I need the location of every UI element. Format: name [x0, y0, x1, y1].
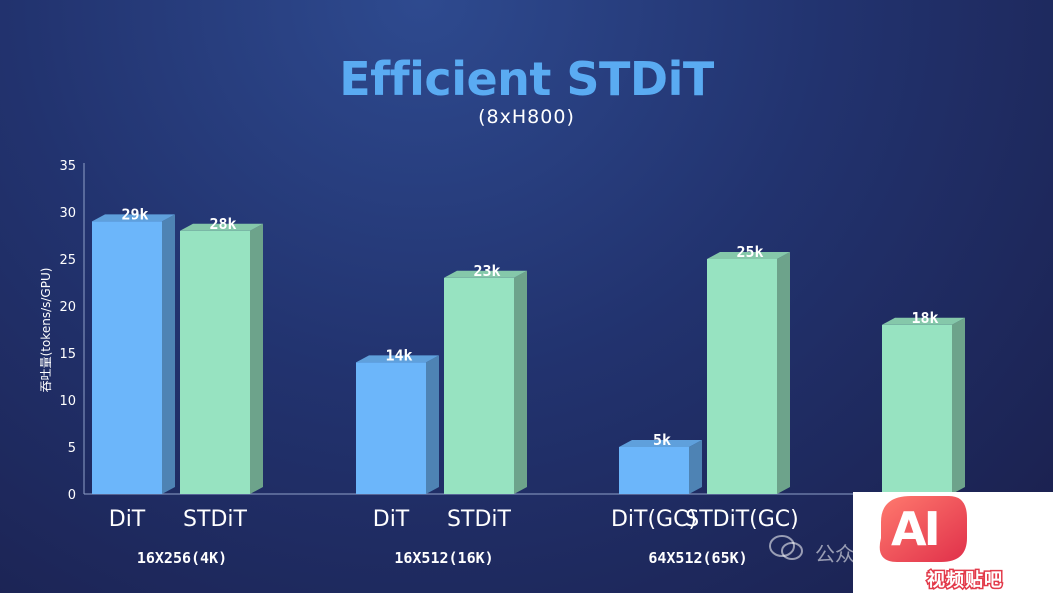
- bar-side: [250, 223, 263, 495]
- x-group-label: 16X512(16K): [394, 549, 493, 567]
- y-tick-label: 0: [68, 488, 76, 503]
- bar: [180, 230, 250, 495]
- bar-top: [619, 440, 702, 447]
- bar-top: [882, 317, 965, 325]
- x-group-label: 64X512(65K): [648, 549, 747, 567]
- bar-data-label: 18k: [911, 309, 938, 327]
- bar-top: [356, 355, 439, 363]
- bar-data-label: 5k: [653, 431, 671, 449]
- bar: [92, 221, 162, 494]
- x-category-label: STDiT: [447, 507, 511, 532]
- bar-data-label: 28k: [209, 215, 236, 233]
- bar-side: [426, 355, 439, 494]
- x-category-label: DiT(GC): [611, 507, 697, 532]
- x-category-label: DiT: [109, 507, 146, 532]
- watermark-text: 公众: [815, 542, 855, 566]
- bar: [444, 277, 514, 494]
- chart-subtitle: (8xH800): [478, 106, 575, 128]
- y-tick-label: 5: [68, 441, 76, 456]
- bar: [619, 447, 689, 494]
- chart-title: Efficient STDiT: [339, 52, 714, 106]
- y-tick-label: 35: [59, 159, 76, 174]
- bar-side: [952, 317, 965, 494]
- logo-text: 视频贴吧: [926, 569, 1004, 593]
- logo-letters: AI: [891, 502, 941, 556]
- x-group-label: 16X256(4K): [137, 549, 227, 567]
- bar-data-label: 14k: [385, 346, 412, 364]
- bar: [882, 324, 952, 494]
- x-category-label: DiT: [373, 507, 410, 532]
- bar-top: [180, 223, 263, 231]
- y-axis-label: 吞吐量(tokens/s/GPU): [39, 268, 53, 393]
- wechat-icon: [769, 535, 803, 560]
- y-tick-label: 10: [59, 394, 76, 409]
- y-tick-label: 15: [59, 347, 76, 362]
- bar: [356, 362, 426, 494]
- bar-data-label: 23k: [473, 262, 500, 280]
- y-tick-label: 20: [59, 300, 76, 315]
- bar-data-label: 29k: [121, 205, 148, 223]
- logo-badge-icon: [879, 496, 967, 562]
- bar-top: [92, 214, 175, 222]
- watermark-logo: AI 视频贴吧: [853, 492, 1053, 593]
- y-tick-label: 30: [59, 206, 76, 221]
- bar-side: [689, 440, 702, 494]
- x-category-label: STDiT(GC): [685, 507, 798, 532]
- bar: [707, 259, 777, 494]
- bar-data-label: 25k: [736, 243, 763, 261]
- bar-side: [777, 252, 790, 494]
- y-tick-label: 25: [59, 253, 76, 268]
- bar-side: [162, 214, 175, 494]
- bar-top: [444, 270, 527, 278]
- bar-top: [707, 252, 790, 259]
- x-category-label: STDiT: [183, 507, 247, 532]
- bar-side: [514, 270, 527, 494]
